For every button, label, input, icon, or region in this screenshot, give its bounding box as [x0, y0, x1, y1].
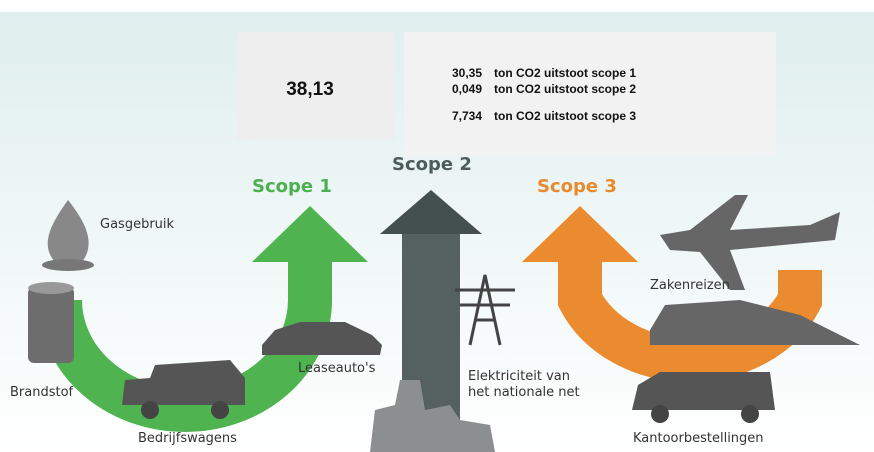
row-label: ton CO2 uitstoot scope 3 — [494, 109, 636, 123]
oil-barrel-icon — [28, 287, 74, 363]
scope-title: Scope 1 — [252, 176, 332, 197]
wheel — [741, 405, 759, 423]
barrel-top — [28, 282, 74, 294]
row-label: ton CO2 uitstoot scope 1 — [494, 66, 636, 80]
wheel — [211, 401, 229, 419]
top-strip — [0, 0, 874, 12]
infographic: 38,13 30,35 ton CO2 uitstoot scope 1 0,0… — [0, 0, 874, 452]
row-value: 30,35 — [452, 66, 482, 80]
source-label: Brandstof — [10, 385, 74, 400]
scope-title: Scope 3 — [537, 176, 617, 197]
wheel — [141, 401, 159, 419]
total-value: 38,13 — [286, 79, 334, 100]
source-label: Kantoorbestellingen — [633, 431, 764, 446]
van-icon — [632, 372, 775, 410]
source-label: Bedrijfswagens — [138, 431, 237, 446]
source-label: Zakenreizen — [650, 278, 730, 293]
scope-title: Scope 2 — [392, 154, 472, 175]
source-label: Leaseauto's — [298, 361, 376, 376]
row-label: ton CO2 uitstoot scope 2 — [494, 82, 636, 96]
source-label: het nationale net — [468, 385, 580, 400]
row-value: 7,734 — [452, 109, 482, 123]
wheel — [651, 405, 669, 423]
row-value: 0,049 — [452, 82, 482, 96]
source-label: Gasgebruik — [100, 217, 175, 232]
source-label: Elektriciteit van — [468, 369, 570, 384]
burner-icon — [42, 259, 94, 271]
